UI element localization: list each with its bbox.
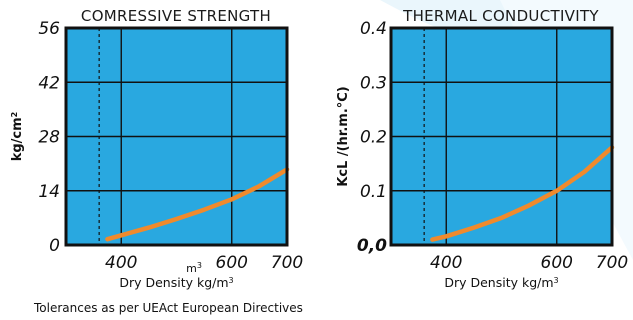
y-tick-label: 0.3 [360,73,387,93]
x-axis-label: Dry Density kg/m3 [119,275,233,290]
x-tick-label: 400 [430,253,462,273]
data-curve [430,145,615,242]
x-tick-label: 700 [271,253,303,273]
x-tick-label: 600 [541,253,573,273]
y-tick-label: 0.2 [360,128,387,148]
y-tick-label: 0,0 [357,236,387,256]
y-tick-label: 0.4 [360,19,387,39]
y-tick-label: 42 [38,73,60,93]
y-tick-label: 0.1 [360,182,387,202]
x-tick-label: 400 [105,253,137,273]
chart-2: THERMAL CONDUCTIVITY 0,0 0.1 0.2 0.3 0.4 400 60… [336,7,628,290]
footer-note: Tolerances as per UEAct European Directi… [34,301,303,315]
y-tick-label: 14 [38,182,60,202]
data-curve [105,167,290,242]
chart-title: THERMAL CONDUCTIVITY [402,7,599,25]
y-tick-label: 0 [49,236,60,256]
chart-1: COMRESSIVE STRENGTH 0 14 28 42 56 400 600 700 kg/… [10,7,304,290]
x-tick-label: 700 [596,253,628,273]
y-tick-label: 28 [38,128,60,148]
chart-title: COMRESSIVE STRENGTH [81,7,271,25]
unit-label: m3 [186,261,202,276]
x-tick-label: 600 [216,253,248,273]
x-axis-label: Dry Density kg/m3 [444,275,558,290]
y-axis-label: KcL /(hr.m.°C) [336,86,351,187]
plot-frame [64,26,289,247]
plot-frame [389,26,614,247]
y-axis-label: kg/cm2 [10,112,26,162]
y-tick-label: 56 [38,19,60,39]
